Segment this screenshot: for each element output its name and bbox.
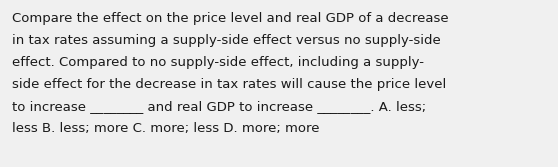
Text: effect. Compared to no supply-side effect, including a supply-: effect. Compared to no supply-side effec… <box>12 56 424 69</box>
Text: in tax rates assuming a supply-side effect versus no supply-side: in tax rates assuming a supply-side effe… <box>12 34 441 47</box>
Text: side effect for the decrease in tax rates will cause the price level: side effect for the decrease in tax rate… <box>12 78 446 91</box>
Text: less B. less; more C. more; less D. more; more: less B. less; more C. more; less D. more… <box>12 122 320 135</box>
Text: to increase ________ and real GDP to increase ________. A. less;: to increase ________ and real GDP to inc… <box>12 100 426 113</box>
Text: Compare the effect on the price level and real GDP of a decrease: Compare the effect on the price level an… <box>12 12 449 25</box>
